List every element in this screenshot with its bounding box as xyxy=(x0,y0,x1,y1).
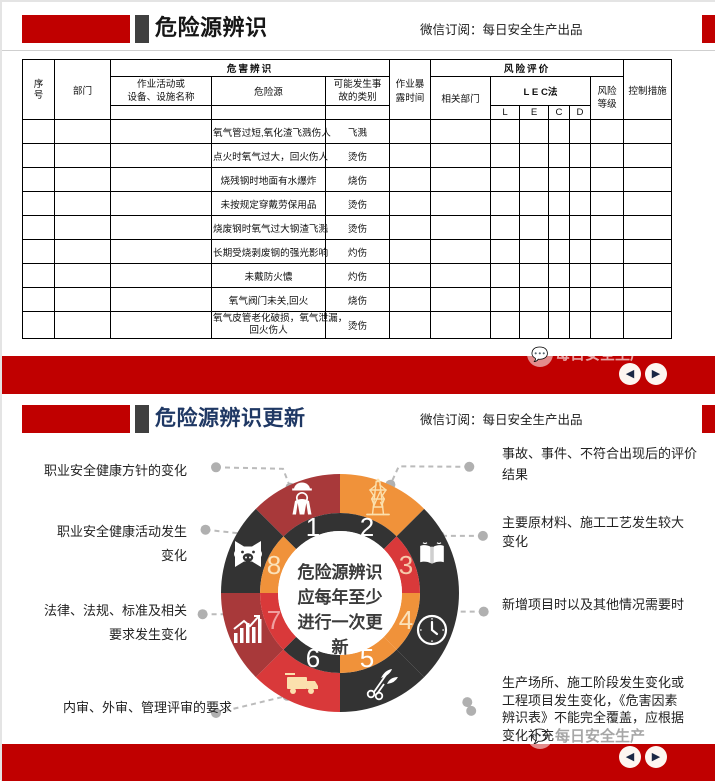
svg-text:进行一次更: 进行一次更 xyxy=(298,612,384,632)
svg-text:8: 8 xyxy=(267,550,281,580)
svg-text:危险源辨识: 危险源辨识 xyxy=(297,562,383,582)
svg-text:新: 新 xyxy=(332,637,349,657)
svg-text:3: 3 xyxy=(399,550,413,580)
svg-text:应每年至少: 应每年至少 xyxy=(298,587,383,607)
svg-text:4: 4 xyxy=(399,605,413,635)
svg-text:7: 7 xyxy=(267,605,281,635)
